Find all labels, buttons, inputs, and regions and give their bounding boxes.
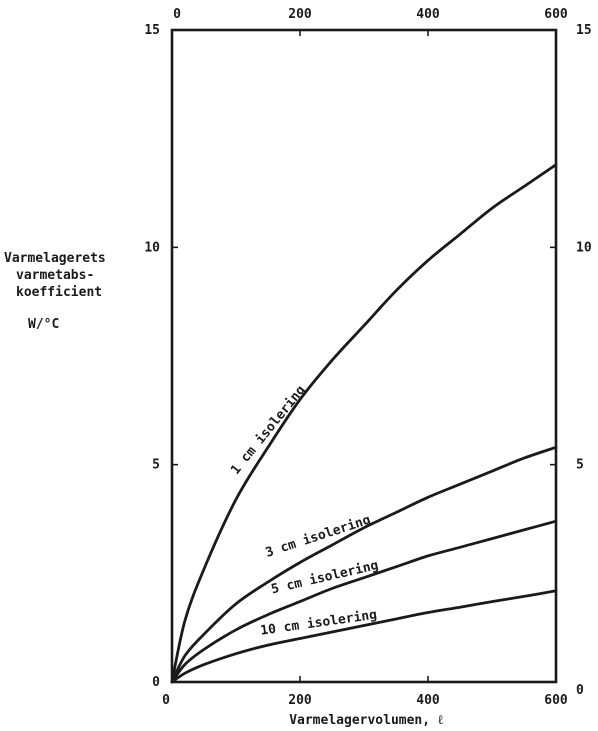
series-label-1cm: 1 cm isolering — [228, 383, 309, 478]
right-tick-label: 15 — [576, 23, 592, 38]
series-curve-10cm — [170, 589, 558, 684]
y-axis-title-line-1: Varmelagerets — [4, 251, 106, 266]
x-tick-label: 200 — [288, 693, 312, 708]
top-tick-label: 600 — [544, 7, 568, 22]
top-tick-label: 400 — [416, 7, 440, 22]
right-tick-label: 10 — [576, 240, 592, 255]
plot-border — [170, 28, 558, 684]
series-curve-1cm — [170, 163, 558, 684]
y-axis-title-line-3: koefficient — [16, 285, 102, 300]
x-tick-label: 400 — [416, 693, 440, 708]
top-tick-label: 200 — [288, 7, 312, 22]
series-curve-5cm — [170, 519, 558, 684]
series-curves — [170, 163, 558, 684]
series-curve-3cm — [170, 445, 558, 684]
y-tick-label: 10 — [144, 240, 160, 255]
axis-ticks: 0 200 400 600 0 200 400 600 0 5 10 15 0 5 10 15 — [144, 7, 591, 708]
y-tick-label: 5 — [152, 458, 160, 473]
right-tick-label: 5 — [576, 458, 584, 473]
top-tick-label: 0 — [173, 7, 181, 22]
x-tick-label: 0 — [162, 693, 170, 708]
y-axis-title-line-2: varmetabs- — [16, 268, 94, 283]
right-tick-label: 0 — [576, 683, 584, 698]
y-tick-label: 0 — [152, 675, 160, 690]
y-axis-unit: W/°C — [28, 317, 59, 332]
x-axis-title: Varmelagervolumen, ℓ — [289, 713, 443, 728]
plot-frame — [170, 28, 558, 684]
y-tick-label: 15 — [144, 23, 160, 38]
x-tick-label: 600 — [544, 693, 568, 708]
